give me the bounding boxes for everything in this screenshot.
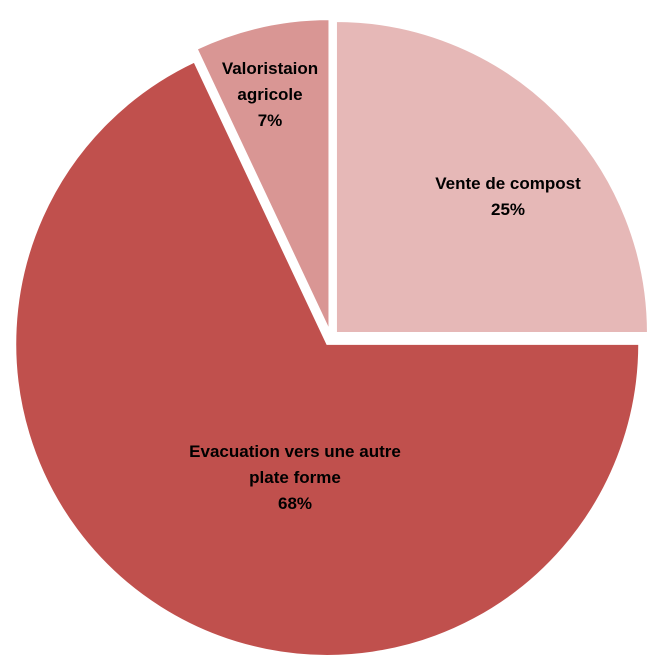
pie-slice xyxy=(14,60,641,656)
pie-slice xyxy=(334,20,649,335)
slice-label: Valoristaion agricole 7% xyxy=(195,56,345,134)
category-label: Vente de compost xyxy=(435,174,581,193)
value-label: 25% xyxy=(490,200,526,219)
category-label: Evacuation vers une autre plate forme xyxy=(189,442,401,487)
slice-label: Vente de compost 25% xyxy=(398,171,618,223)
value-label: 7% xyxy=(257,111,283,130)
category-label: Valoristaion agricole xyxy=(221,59,319,104)
pie-slice xyxy=(195,18,331,332)
value-label: 68% xyxy=(277,494,313,513)
slice-label: Evacuation vers une autre plate forme 68% xyxy=(175,439,415,517)
